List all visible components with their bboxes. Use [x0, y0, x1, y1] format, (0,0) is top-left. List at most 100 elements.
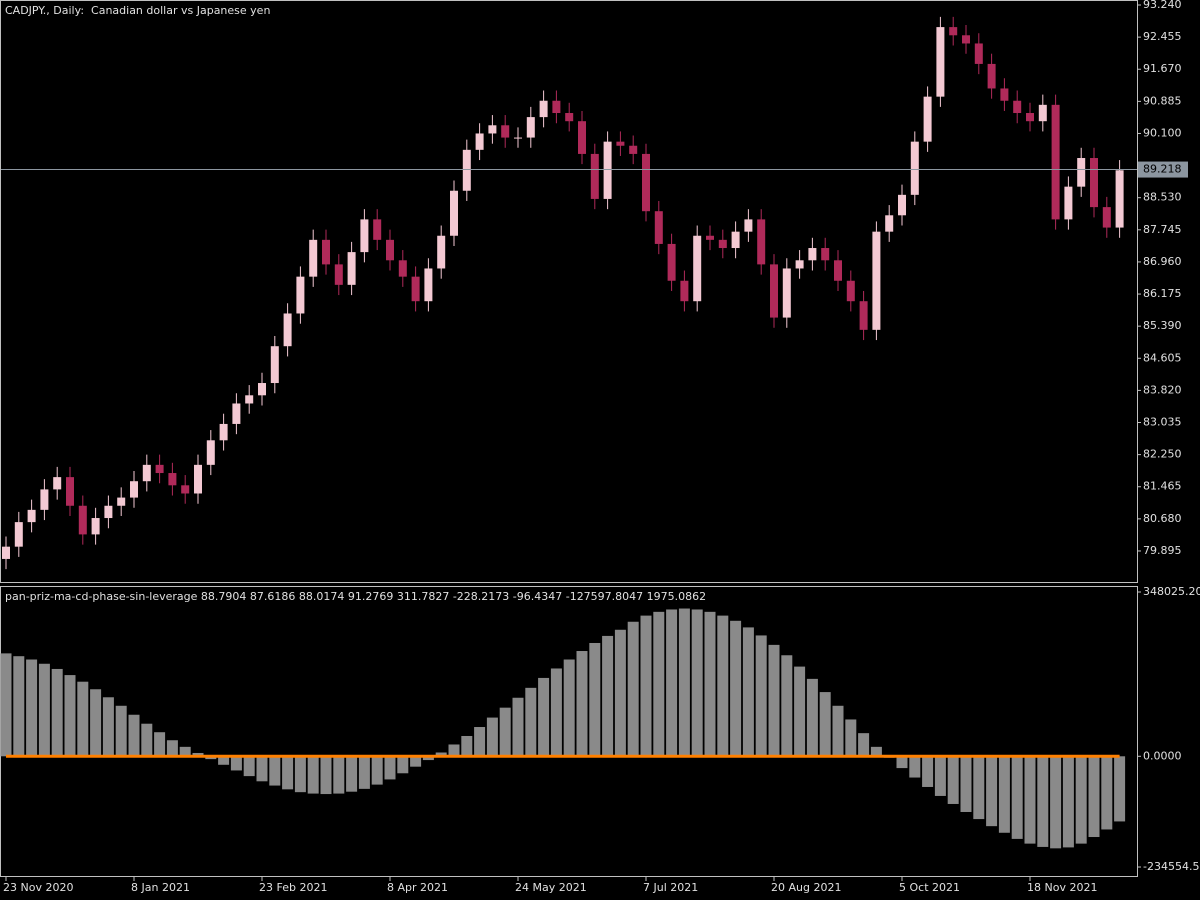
histogram-bar — [998, 756, 1010, 833]
candle-body — [232, 403, 241, 424]
histogram-bar — [832, 705, 844, 757]
candle-body — [53, 477, 62, 490]
histogram-bar — [538, 677, 550, 757]
y-tick-label: 83.035 — [1143, 416, 1182, 429]
histogram-bar — [51, 668, 63, 757]
histogram-bar — [256, 756, 268, 782]
histogram-bar — [243, 756, 255, 777]
candle-body — [40, 489, 49, 510]
y-tick-label: 86.175 — [1143, 287, 1182, 300]
y-tick-label: 92.455 — [1143, 30, 1182, 43]
histogram-bar — [960, 756, 972, 812]
histogram-bar — [166, 740, 178, 757]
candle-body — [219, 423, 228, 441]
indicator-title: pan-priz-ma-cd-phase-sin-leverage 88.790… — [5, 590, 706, 603]
y-tick-label: -234554.5 — [1143, 860, 1199, 873]
histogram-bar — [218, 756, 230, 765]
y-tick-label: 88.530 — [1143, 191, 1182, 204]
y-tick-label: 90.885 — [1143, 94, 1182, 107]
candle-body — [462, 149, 471, 191]
histogram-bar — [128, 714, 140, 757]
candle-body — [142, 464, 151, 482]
y-tick-label: 83.820 — [1143, 383, 1182, 396]
candle-body — [770, 264, 778, 318]
candle-body — [1064, 186, 1073, 220]
histogram-bar — [602, 635, 614, 757]
histogram-bar — [909, 756, 921, 778]
candle-body — [245, 395, 254, 404]
candle-body — [334, 264, 343, 285]
histogram-bar — [384, 756, 396, 780]
histogram-bar — [653, 611, 665, 757]
candle-body — [296, 276, 305, 314]
candle-body — [258, 383, 266, 396]
histogram-bar — [1114, 756, 1126, 822]
candle-body — [117, 497, 126, 506]
candle-body — [654, 211, 663, 244]
candle-body — [309, 239, 318, 277]
x-tick-label: 24 May 2021 — [515, 881, 587, 894]
histogram-bar — [333, 756, 345, 794]
candle-body — [1077, 158, 1086, 187]
y-tick-label: 93.240 — [1143, 0, 1182, 11]
x-tick-label: 5 Oct 2021 — [899, 881, 960, 894]
candle-body — [1013, 100, 1022, 114]
histogram-bar — [794, 666, 806, 757]
candle-body — [514, 137, 522, 139]
candle-body — [1102, 207, 1111, 228]
candle-body — [757, 219, 766, 265]
x-tick-label: 8 Apr 2021 — [387, 881, 448, 894]
x-tick-label: 8 Jan 2021 — [131, 881, 190, 894]
histogram-bar — [550, 668, 562, 757]
histogram-bar — [589, 642, 601, 757]
candle-body — [565, 113, 574, 122]
histogram-bar — [474, 727, 486, 757]
histogram-bar — [576, 651, 588, 757]
histogram-bar — [397, 756, 409, 774]
candle-body — [1026, 113, 1034, 122]
histogram-bar — [435, 752, 447, 757]
candle-body — [898, 194, 906, 216]
x-tick-label: 18 Nov 2021 — [1027, 881, 1097, 894]
histogram-bar — [922, 756, 934, 787]
histogram-bar — [845, 719, 857, 757]
candle-body — [706, 235, 714, 240]
y-tick-label: 348025.20 — [1143, 585, 1200, 598]
candle-body — [923, 96, 932, 142]
y-tick-label: 91.670 — [1143, 62, 1182, 75]
histogram-bar — [448, 744, 460, 757]
candle-body — [974, 43, 983, 64]
histogram-bar — [346, 756, 358, 792]
candle-body — [424, 268, 433, 302]
histogram-bar — [269, 756, 281, 786]
chart-title: CADJPY., Daily: Canadian dollar vs Japan… — [5, 4, 270, 17]
candle-body — [168, 473, 177, 486]
candle-body — [270, 346, 279, 384]
candle-body — [936, 27, 945, 97]
histogram-bar — [627, 621, 639, 757]
histogram-bar — [294, 756, 306, 793]
candle-body — [373, 219, 382, 240]
candle-body — [1000, 88, 1009, 101]
price-panel-frame — [0, 0, 1138, 583]
histogram-bar — [77, 681, 89, 757]
histogram-bar — [1101, 756, 1113, 830]
histogram-bar — [0, 653, 12, 757]
histogram-bar — [666, 609, 678, 757]
y-tick-label: 80.680 — [1143, 512, 1182, 525]
candle-body — [475, 133, 484, 150]
histogram-bar — [320, 756, 332, 795]
candle-body — [104, 505, 113, 519]
candle-body — [744, 219, 753, 232]
histogram-bar — [934, 756, 946, 796]
histogram-bar — [1050, 756, 1062, 849]
candle-body — [78, 505, 87, 535]
x-tick-label: 20 Aug 2021 — [771, 881, 841, 894]
candle-body — [91, 518, 100, 535]
y-tick-label: 82.250 — [1143, 448, 1182, 461]
histogram-bar — [768, 644, 780, 757]
histogram-bar — [986, 756, 998, 827]
y-tick-label: 86.960 — [1143, 255, 1182, 268]
y-tick-label: 87.745 — [1143, 223, 1182, 236]
candle-body — [987, 63, 996, 89]
